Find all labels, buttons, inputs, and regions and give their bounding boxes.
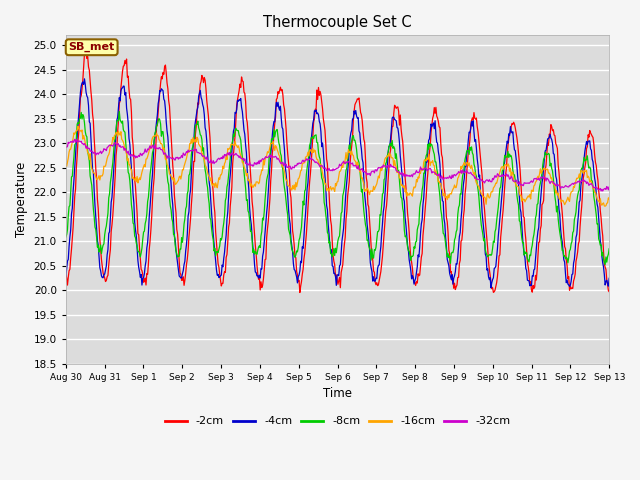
-4cm xyxy=(446,271,454,276)
-32cm xyxy=(133,155,141,160)
-32cm xyxy=(193,146,200,152)
-2cm xyxy=(62,272,70,277)
-4cm xyxy=(133,246,141,252)
-2cm xyxy=(446,251,454,257)
Line: -16cm: -16cm xyxy=(66,126,640,209)
Line: -2cm: -2cm xyxy=(66,52,640,295)
-2cm xyxy=(82,49,90,55)
-32cm xyxy=(223,151,231,157)
-4cm xyxy=(81,76,88,82)
-16cm xyxy=(429,158,436,164)
-2cm xyxy=(193,124,200,130)
-16cm xyxy=(133,174,141,180)
-16cm xyxy=(223,156,231,162)
Title: Thermocouple Set C: Thermocouple Set C xyxy=(263,15,412,30)
-16cm xyxy=(637,206,640,212)
Line: -32cm: -32cm xyxy=(66,139,640,194)
-32cm xyxy=(62,144,70,149)
-4cm xyxy=(223,216,231,222)
-32cm xyxy=(71,136,79,142)
-32cm xyxy=(429,169,436,175)
-8cm xyxy=(72,135,80,141)
-4cm xyxy=(62,274,70,279)
-4cm xyxy=(429,122,436,128)
-2cm xyxy=(133,210,141,216)
-8cm xyxy=(223,184,231,190)
-8cm xyxy=(193,122,200,128)
Text: SB_met: SB_met xyxy=(68,42,115,52)
-32cm xyxy=(446,173,454,179)
-16cm xyxy=(62,161,70,167)
-2cm xyxy=(429,115,436,121)
-8cm xyxy=(115,108,123,114)
-16cm xyxy=(193,139,200,145)
-2cm xyxy=(223,252,231,257)
-4cm xyxy=(193,113,200,119)
-4cm xyxy=(487,285,495,291)
Legend: -2cm, -4cm, -8cm, -16cm, -32cm: -2cm, -4cm, -8cm, -16cm, -32cm xyxy=(160,412,515,431)
Line: -8cm: -8cm xyxy=(66,111,640,266)
X-axis label: Time: Time xyxy=(323,387,352,400)
-4cm xyxy=(72,139,80,144)
-2cm xyxy=(607,292,614,298)
-8cm xyxy=(62,234,70,240)
-8cm xyxy=(429,145,436,151)
-8cm xyxy=(446,253,454,259)
-16cm xyxy=(72,128,80,133)
-32cm xyxy=(637,191,640,197)
Line: -4cm: -4cm xyxy=(66,79,640,288)
Y-axis label: Temperature: Temperature xyxy=(15,162,28,237)
-16cm xyxy=(74,123,82,129)
-16cm xyxy=(446,192,454,197)
-8cm xyxy=(133,243,141,249)
-2cm xyxy=(72,165,80,170)
-32cm xyxy=(74,139,81,144)
